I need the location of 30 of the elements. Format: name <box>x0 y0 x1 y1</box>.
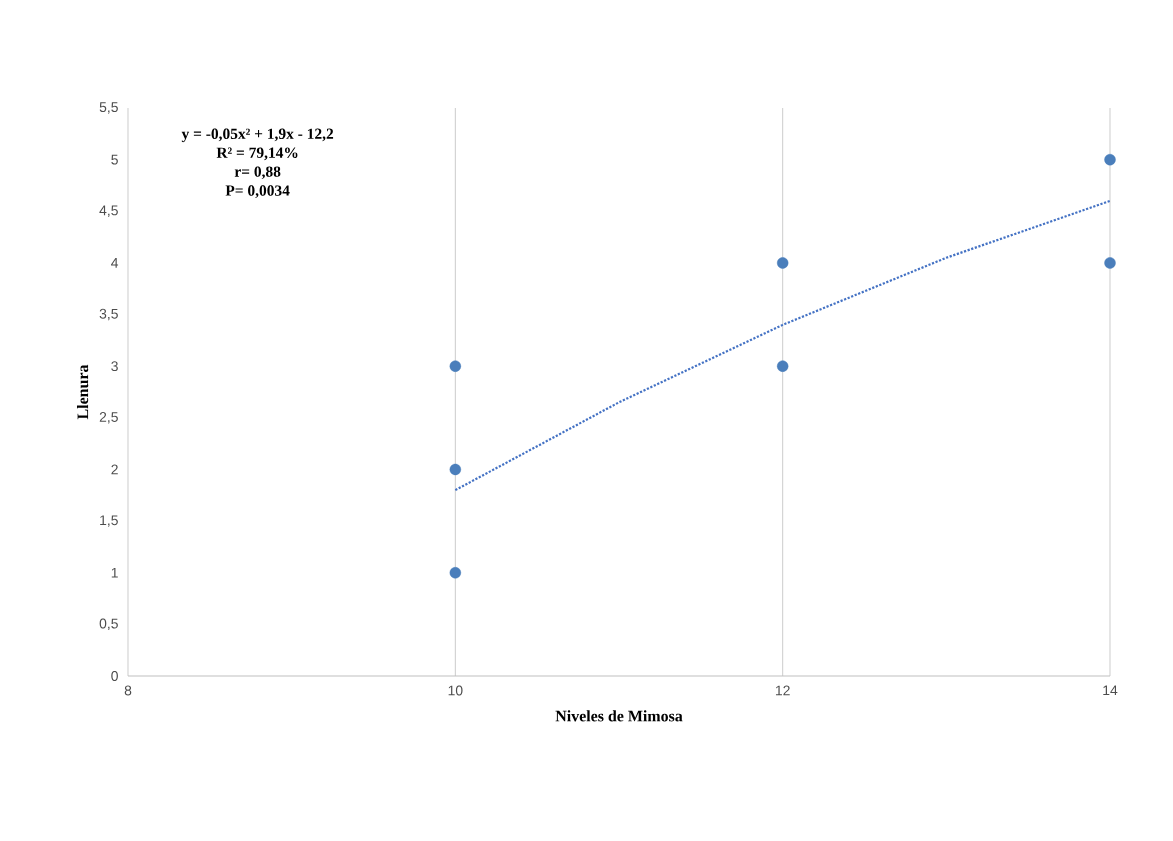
y-tick-label: 4,5 <box>99 205 118 217</box>
point <box>1104 257 1116 269</box>
line-series <box>454 199 1112 492</box>
y-tick-label: 0 <box>111 671 118 681</box>
y-tick-label: 0,5 <box>99 618 118 631</box>
y-tick-label: 4 <box>111 258 119 268</box>
y-tick-label: 3 <box>111 361 118 372</box>
annotation: r= 0,88 <box>234 166 281 180</box>
x-tick-label: 12 <box>775 685 790 696</box>
y-tick-label: 5 <box>111 154 118 165</box>
x-tick-label: 8 <box>124 685 132 696</box>
annotation: P= 0,0034 <box>225 185 290 198</box>
y-tick-label: 2,5 <box>99 412 118 424</box>
y-tick-label: 2 <box>111 464 118 475</box>
x-tick-label: 10 <box>448 685 463 696</box>
y-tick-label: 3,5 <box>99 308 118 321</box>
y-tick-label: 1,5 <box>100 515 118 527</box>
x-axis-title: Niveles de Mimosa <box>555 710 683 722</box>
point <box>1104 153 1116 166</box>
point <box>449 463 462 476</box>
y-tick-label: 5,5 <box>99 102 118 114</box>
y-tick-label: 1 <box>111 567 118 578</box>
x-tick-label: 14 <box>1103 685 1118 696</box>
annotation: y = -0,05x² + 1,9x - 12,2 <box>181 128 334 143</box>
point <box>449 360 462 372</box>
y-axis-title: Llenura <box>76 364 89 420</box>
annotation: R² = 79,14% <box>216 147 298 161</box>
point <box>776 360 789 372</box>
point <box>449 567 462 579</box>
point <box>776 257 789 269</box>
